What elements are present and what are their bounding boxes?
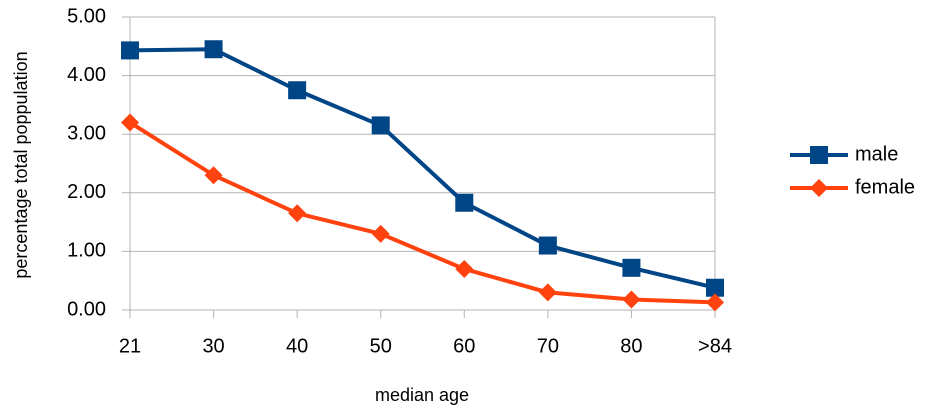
- marker: [810, 146, 828, 164]
- marker: [706, 293, 724, 312]
- x-tick-label: 80: [620, 335, 642, 357]
- marker: [622, 258, 641, 277]
- y-tick-label: 3.00: [67, 122, 106, 144]
- y-tick-label: 4.00: [67, 64, 106, 86]
- marker: [121, 113, 139, 132]
- series-line: [129, 47, 716, 290]
- marker: [371, 116, 390, 135]
- x-tick-label: 50: [370, 335, 392, 357]
- x-axis-title: median age: [375, 385, 469, 405]
- series-line: [128, 120, 716, 305]
- marker: [706, 278, 724, 297]
- marker: [538, 236, 557, 255]
- marker: [810, 179, 828, 197]
- marker: [455, 259, 474, 278]
- marker: [204, 166, 223, 185]
- marker: [622, 290, 641, 309]
- x-tick-label: 70: [537, 335, 559, 357]
- y-tick-label: 0.00: [67, 298, 106, 320]
- y-tick-label: 5.00: [67, 5, 106, 27]
- legend-label: female: [855, 176, 915, 198]
- y-tick-label: 2.00: [67, 181, 106, 203]
- marker: [538, 283, 557, 302]
- x-tick-label: 30: [202, 335, 224, 357]
- marker: [371, 224, 390, 243]
- marker: [288, 204, 307, 223]
- x-tick-label: >84: [698, 335, 732, 357]
- marker: [455, 193, 474, 212]
- legend-label: male: [855, 143, 898, 165]
- marker: [288, 81, 307, 100]
- marker: [204, 40, 223, 59]
- x-tick-label: 21: [119, 335, 141, 357]
- y-axis-title: percentage total poppulation: [11, 51, 31, 278]
- x-tick-label: 40: [286, 335, 308, 357]
- marker: [121, 41, 139, 60]
- y-tick-label: 1.00: [67, 240, 106, 262]
- x-tick-label: 60: [453, 335, 475, 357]
